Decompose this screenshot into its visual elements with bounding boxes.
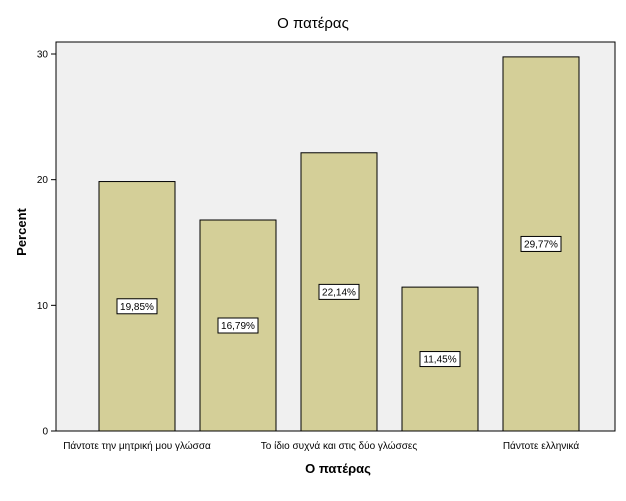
bars-layer: 19,85% 16,79% 22,14% 11,45% 29,77% (98, 56, 580, 432)
data-label-box (116, 298, 158, 315)
chart-title: Ο πατέρας (277, 15, 349, 32)
y-axis-title: Percent (14, 207, 29, 255)
y-tick-label: 20 (37, 175, 49, 186)
data-label: 11,45% (423, 355, 456, 366)
data-label-box (318, 283, 360, 300)
x-tick-label: Το ίδιο συχνά και στις δύο γλώσσες (261, 440, 418, 452)
data-label: 16,79% (221, 321, 255, 332)
data-label-box (217, 317, 259, 334)
y-tick-label: 30 (37, 50, 49, 61)
data-label: 19,85% (120, 302, 154, 313)
x-tick-label: Πάντοτε ελληνικά (503, 440, 580, 452)
y-tick-label: 10 (37, 301, 49, 312)
data-label-box (520, 235, 562, 252)
y-tick-label: 0 (42, 427, 48, 438)
data-label: 29,77% (524, 239, 558, 250)
data-label-box (419, 351, 461, 368)
data-label: 22,14% (322, 287, 356, 298)
x-tick-label: Πάντοτε την μητρική μου γλώσσα (63, 440, 211, 452)
axis-layer: Πάντοτε την μητρική μου γλώσσα Το ίδιο συ… (37, 50, 579, 453)
x-axis-title: Ο πατέρας (305, 461, 371, 476)
